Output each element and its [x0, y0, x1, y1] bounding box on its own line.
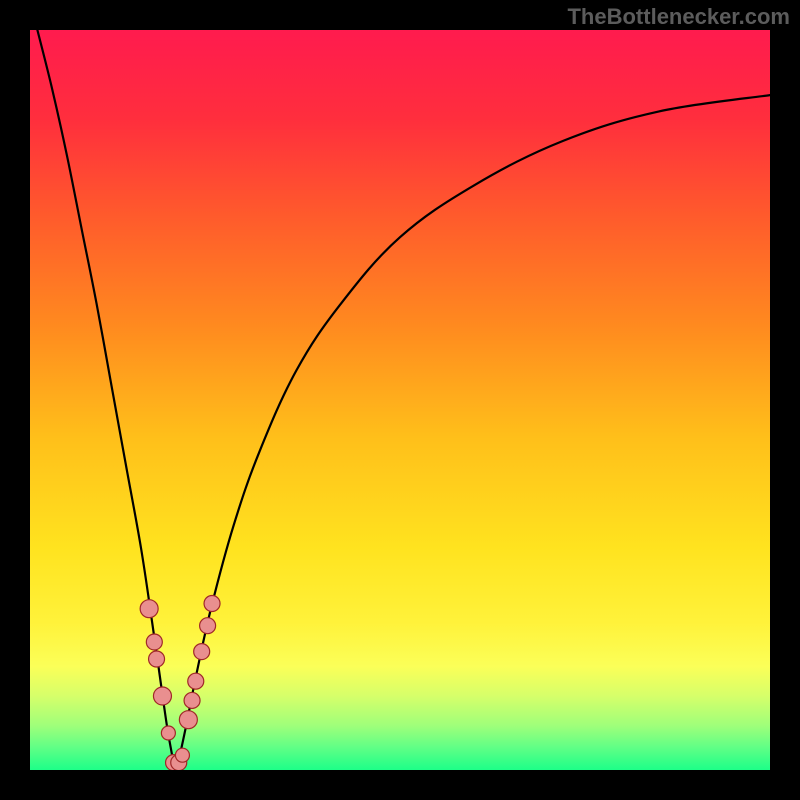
- watermark-text: TheBottlenecker.com: [567, 4, 790, 30]
- gradient-background: [30, 30, 770, 770]
- bottleneck-chart: TheBottlenecker.com: [0, 0, 800, 800]
- plot-area: [30, 30, 770, 770]
